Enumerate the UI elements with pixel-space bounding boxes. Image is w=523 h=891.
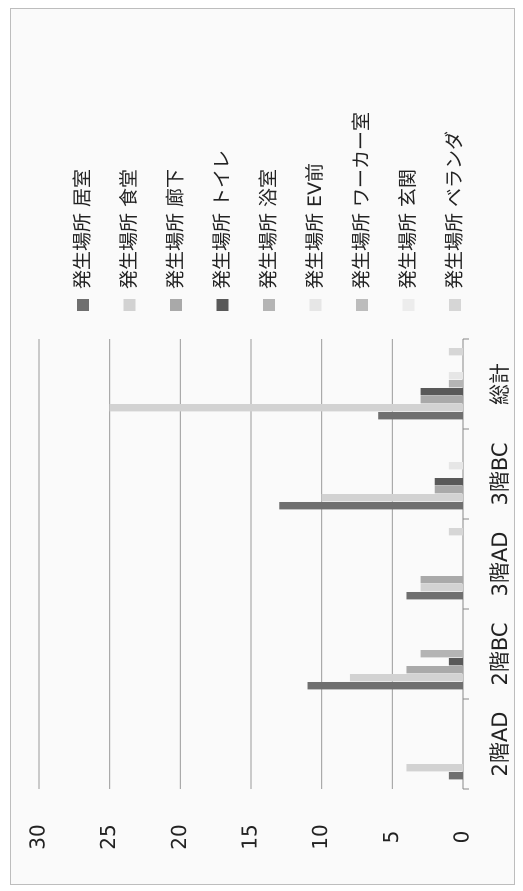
legend: 発生場所 居室 発生場所 食堂 発生場所 廊下 発生場所 トイレ 発生場所 浴室 発生場所…	[72, 112, 466, 311]
legend-swatch	[449, 299, 461, 311]
bar	[448, 528, 463, 536]
bar	[420, 388, 463, 396]
value-tick-label: 30	[26, 824, 50, 849]
axes: 0 5 10 15 20 25 30 2階AD 2階BC 3階AD 3階BC 総計	[26, 338, 512, 850]
category-label: 3階AD	[488, 532, 512, 597]
category-label: 総計	[488, 363, 512, 405]
bar	[321, 494, 463, 502]
legend-swatch	[263, 299, 275, 311]
legend-swatch	[123, 299, 136, 311]
legend-label: 発生場所 トイレ	[211, 150, 233, 289]
bar	[349, 674, 463, 682]
legend-swatch	[309, 299, 322, 311]
bar	[420, 396, 463, 404]
bar	[109, 404, 464, 412]
bar	[420, 650, 463, 658]
bar	[420, 576, 463, 584]
value-tick-label: 10	[308, 824, 332, 849]
legend-label: 発生場所 廊下	[165, 169, 187, 289]
bar	[406, 666, 463, 674]
bar	[378, 412, 463, 420]
legend-label: 発生場所 食堂	[118, 169, 140, 289]
legend-label: 発生場所 ワーカー室	[351, 112, 373, 289]
category-label: 2階AD	[488, 712, 512, 777]
value-tick-label: 15	[238, 824, 262, 849]
bar	[448, 372, 463, 380]
legend-label: 発生場所 玄関	[397, 169, 419, 289]
legend-label: 発生場所 居室	[72, 169, 94, 289]
category-label: 2階BC	[488, 622, 512, 685]
legend-label: 発生場所 浴室	[258, 169, 280, 289]
legend-swatch	[356, 299, 368, 311]
value-tick-label: 5	[379, 831, 403, 844]
bar	[307, 682, 463, 690]
bar	[448, 772, 463, 780]
legend-swatch	[216, 299, 229, 311]
bar	[434, 486, 463, 494]
legend-label: 発生場所 EV前	[304, 163, 326, 289]
value-tick-label: 20	[167, 824, 191, 849]
bar	[279, 502, 463, 510]
legend-label: 発生場所 ベランダ	[444, 131, 466, 289]
value-tick-label: 0	[450, 831, 474, 844]
bar	[406, 592, 463, 600]
legend-swatch	[77, 299, 89, 311]
bar	[448, 462, 463, 470]
legend-swatch	[402, 299, 415, 311]
category-label: 3階BC	[488, 442, 512, 505]
bar	[434, 478, 463, 486]
bar	[448, 380, 463, 388]
chart-frame: 0 5 10 15 20 25 30 2階AD 2階BC 3階AD 3階BC 総計 発生場所 居室 発生…	[10, 8, 515, 885]
bar	[448, 348, 463, 356]
value-tick-label: 25	[96, 824, 120, 849]
bar	[420, 584, 463, 592]
legend-swatch	[170, 299, 182, 311]
bar	[406, 764, 463, 772]
bars	[109, 348, 464, 780]
bar	[448, 658, 463, 666]
